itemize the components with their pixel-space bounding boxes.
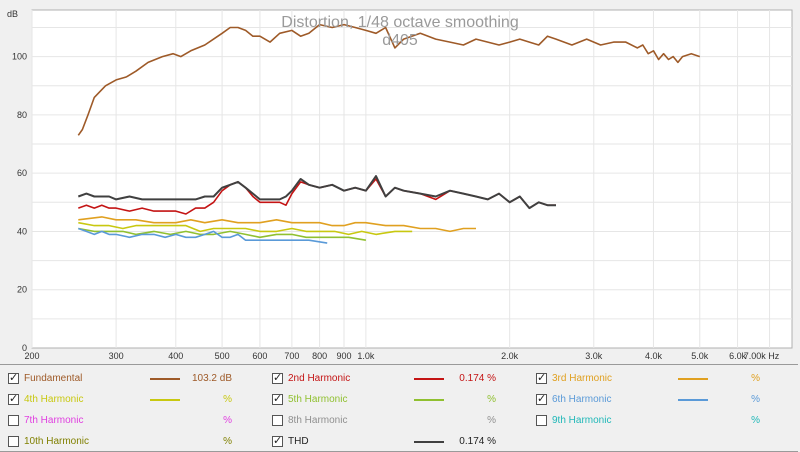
series-line-thd [77, 175, 556, 210]
checkmark-icon: ✓ [9, 393, 19, 405]
legend-value: % [223, 415, 232, 426]
x-tick-label: 4.0k [645, 351, 663, 361]
series-line-6th-harmonic [78, 227, 328, 244]
legend-value: 103.2 dB [191, 373, 232, 384]
x-tick-label: 200 [24, 351, 39, 361]
checkmark-icon: ✓ [9, 372, 19, 384]
x-tick-label: 900 [337, 351, 352, 361]
legend-swatch [414, 399, 444, 401]
x-tick-label: 5.0k [691, 351, 709, 361]
legend-item-3rd-harmonic: ✓ 3rd Harmonic% [528, 369, 790, 389]
checkbox-3rd-harmonic[interactable]: ✓ [536, 372, 547, 384]
chart-title: Distortion, 1/48 octave smoothing [281, 14, 518, 31]
legend-value: % [223, 394, 232, 405]
legend-value: % [751, 415, 760, 426]
legend-swatch [678, 399, 708, 401]
legend-value: % [487, 415, 496, 426]
legend-panel: ✓ Fundamental 103.2 dB ✓ 2nd Harmonic 0.174 %… [0, 364, 798, 452]
legend-label: 9th Harmonic [552, 415, 612, 426]
x-tick-label: 3.0k [585, 351, 603, 361]
x-tick-label: 600 [252, 351, 267, 361]
legend-item-2nd-harmonic: ✓ 2nd Harmonic 0.174 % [264, 369, 526, 389]
legend-item-7th-harmonic: 7th Harmonic% [0, 411, 262, 431]
legend-label: 4th Harmonic [24, 394, 84, 405]
x-tick-label: 800 [312, 351, 327, 361]
y-tick-label: 20 [17, 285, 27, 295]
legend-item-4th-harmonic: ✓ 4th Harmonic% [0, 390, 262, 410]
legend-label: Fundamental [24, 373, 83, 384]
chart-subtitle: d405 [382, 32, 418, 49]
legend-value: % [751, 394, 760, 405]
legend-swatch [150, 378, 180, 380]
checkbox-6th-harmonic[interactable]: ✓ [536, 393, 547, 405]
y-tick-label: 40 [17, 226, 27, 236]
series-line-5th-harmonic [78, 227, 367, 241]
legend-item-6th-harmonic: ✓ 6th Harmonic% [528, 390, 790, 410]
legend-value: % [487, 394, 496, 405]
y-tick-label: 0 [22, 343, 27, 353]
legend-value: % [751, 373, 760, 384]
legend-label: 7th Harmonic [24, 415, 84, 426]
legend-swatch [150, 399, 180, 401]
checkbox-thd[interactable]: ✓ [272, 435, 283, 447]
x-tick-label: 400 [168, 351, 183, 361]
legend-value: % [223, 436, 232, 447]
checkbox-7th-harmonic[interactable] [8, 415, 19, 426]
tick-labels: 0 20 40 60 80 100 200 300 400 500 600 700 800 900 1.0k… [12, 52, 780, 361]
legend-swatch [414, 378, 444, 380]
x-tick-label: 7.00k Hz [744, 351, 780, 361]
legend-value: 0.174 % [459, 373, 496, 384]
x-tick-label: 500 [215, 351, 230, 361]
legend-label: 2nd Harmonic [288, 373, 351, 384]
y-axis-label: dB [7, 9, 18, 19]
checkmark-icon: ✓ [537, 393, 547, 405]
series-line-4th-harmonic [78, 221, 413, 236]
plot-area [31, 9, 793, 349]
distortion-chart: 0 20 40 60 80 100 200 300 400 500 600 700 800 900 1.0k… [7, 9, 793, 361]
y-tick-label: 100 [12, 52, 27, 62]
checkmark-icon: ✓ [273, 435, 283, 447]
legend-label: THD [288, 436, 309, 447]
legend-label: 10th Harmonic [24, 436, 90, 447]
legend-label: 8th Harmonic [288, 415, 348, 426]
checkmark-icon: ✓ [537, 372, 547, 384]
legend-item-9th-harmonic: 9th Harmonic% [528, 411, 790, 431]
legend-value: 0.174 % [459, 436, 496, 447]
legend-item-8th-harmonic: 8th Harmonic% [264, 411, 526, 431]
x-tick-label: 6.0k [729, 351, 747, 361]
grid [31, 10, 792, 348]
checkbox-9th-harmonic[interactable] [536, 415, 547, 426]
checkbox-8th-harmonic[interactable] [272, 415, 283, 426]
series-line-3rd-harmonic [78, 216, 476, 233]
legend-label: 6th Harmonic [552, 394, 612, 405]
legend-item-fundamental: ✓ Fundamental 103.2 dB [0, 369, 262, 389]
x-tick-label: 700 [284, 351, 299, 361]
legend-label: 5th Harmonic [288, 394, 348, 405]
series-lines [77, 23, 701, 244]
legend-swatch [414, 441, 444, 443]
checkmark-icon: ✓ [273, 372, 283, 384]
checkbox-4th-harmonic[interactable]: ✓ [8, 393, 19, 405]
legend-label: 3rd Harmonic [552, 373, 613, 384]
checkmark-icon: ✓ [273, 393, 283, 405]
y-tick-label: 60 [17, 168, 27, 178]
checkbox-10th-harmonic[interactable] [8, 436, 19, 447]
legend-swatch [678, 378, 708, 380]
series-line-fundamental [77, 23, 701, 136]
legend-item-10th-harmonic: 10th Harmonic% [0, 432, 262, 452]
legend-item-thd: ✓ THD 0.174 % [264, 432, 526, 452]
legend-item-5th-harmonic: ✓ 5th Harmonic% [264, 390, 526, 410]
checkbox-5th-harmonic[interactable]: ✓ [272, 393, 283, 405]
y-tick-label: 80 [17, 110, 27, 120]
x-tick-label: 2.0k [501, 351, 519, 361]
x-tick-label: 300 [109, 351, 124, 361]
checkbox-2nd-harmonic[interactable]: ✓ [272, 372, 283, 384]
x-tick-label: 1.0k [357, 351, 375, 361]
checkbox-fundamental[interactable]: ✓ [8, 372, 19, 384]
